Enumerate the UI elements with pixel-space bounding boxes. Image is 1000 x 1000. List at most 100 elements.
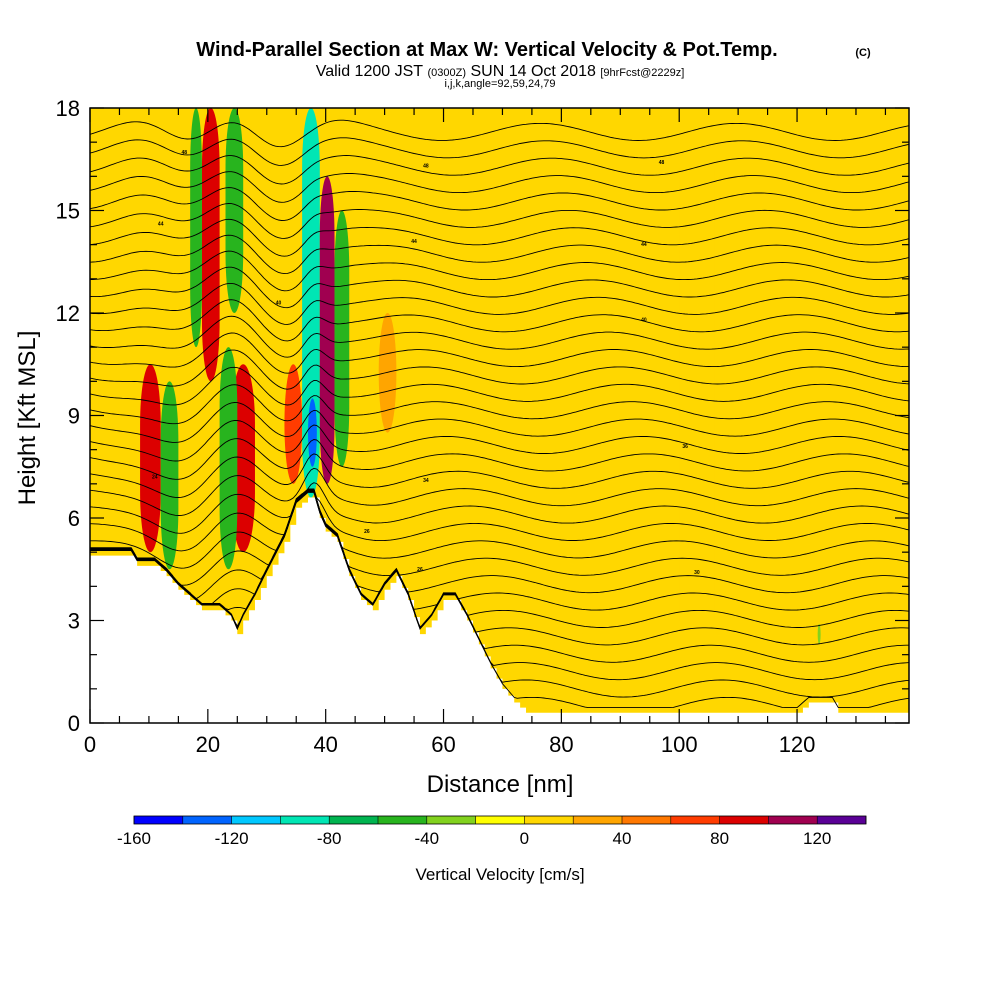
y-tick-label: 0 <box>68 711 80 736</box>
x-tick-label: 60 <box>431 732 455 757</box>
theta-contour <box>90 299 909 342</box>
theta-contour <box>90 332 909 374</box>
colorbar-segment <box>670 816 720 824</box>
colorbar-tick-label: -160 <box>117 829 151 848</box>
colorbar-segment <box>231 816 281 824</box>
contour-label: 40 <box>641 317 647 323</box>
velocity-band <box>284 364 303 484</box>
colorbar-segment <box>719 816 769 824</box>
y-axis-title: Height [Kft MSL] <box>14 331 41 506</box>
velocity-band <box>219 347 238 570</box>
contour-label: 26 <box>364 529 370 535</box>
x-tick-label: 20 <box>196 732 220 757</box>
forecast-info: [9hrFcst@2229z] <box>600 67 684 79</box>
theta-contour <box>90 315 909 358</box>
theta-contour <box>90 234 909 275</box>
theta-contour <box>90 349 909 390</box>
theta-contour <box>90 250 909 292</box>
y-tick-label: 15 <box>56 199 80 224</box>
colorbar-segment <box>817 816 866 824</box>
colorbar-segment <box>768 816 818 824</box>
colorbar-tick-label: 120 <box>803 829 831 848</box>
colorbar-segment <box>573 816 622 824</box>
velocity-band <box>526 620 909 713</box>
theta-contour <box>90 218 909 257</box>
theta-contour <box>90 187 909 221</box>
x-axis-title: Distance [nm] <box>427 771 574 798</box>
grid-info: i,j,k,angle=92,59,24,79 <box>444 78 555 90</box>
velocity-band <box>334 210 350 467</box>
colorbar-tick-label: 80 <box>710 829 729 848</box>
contour-label: 30 <box>694 570 700 576</box>
colorbar-segment <box>378 816 427 824</box>
y-tick-label: 12 <box>56 301 80 326</box>
theta-contour <box>90 203 909 239</box>
contour-label: 34 <box>423 478 429 484</box>
theta-contour <box>90 488 909 569</box>
theta-contour <box>90 384 909 425</box>
theta-contour <box>90 489 909 586</box>
theta-contour <box>90 482 909 534</box>
colorbar-tick-label: 40 <box>613 829 632 848</box>
contour-label: 24 <box>152 475 158 481</box>
colorbar: -160 -120 -80 -40 0 40 80 120 <box>117 815 867 848</box>
theta-contour <box>90 489 909 611</box>
velocity-band <box>608 108 680 723</box>
theta-contour <box>90 467 909 516</box>
valid-date: SUN 14 Oct 2018 <box>470 63 596 80</box>
velocity-band <box>308 398 317 467</box>
colorbar-tick-label: -80 <box>317 829 342 848</box>
colorbar-tick-label: -40 <box>415 829 440 848</box>
velocity-band <box>225 108 244 313</box>
colorbar-segment <box>182 816 232 824</box>
contour-labels: 24 26 26 30 34 36 40 40 44 44 44 48 48 48 <box>152 150 700 576</box>
contour-label: 48 <box>423 164 429 170</box>
terrain <box>90 497 909 723</box>
theta-contour <box>90 155 909 185</box>
colorbar-segment <box>329 816 378 824</box>
theta-contour <box>90 489 909 600</box>
theta-contour <box>90 453 909 498</box>
contour-label: 44 <box>411 239 417 245</box>
plot-area: 24 26 26 30 34 36 40 40 44 44 44 48 48 48 <box>90 108 909 723</box>
potential-temperature-contours <box>90 119 909 709</box>
velocity-band <box>201 108 220 382</box>
theta-contour <box>90 438 909 480</box>
colorbar-title: Vertical Velocity [cm/s] <box>415 865 584 884</box>
theta-contour <box>90 119 909 148</box>
y-tick-label: 18 <box>56 96 80 121</box>
colorbar-segment <box>134 816 183 824</box>
theta-contour <box>90 490 909 628</box>
copyright-mark: (C) <box>855 47 871 59</box>
theta-contour <box>90 366 909 406</box>
chart-title: Wind-Parallel Section at Max W: Vertical… <box>196 39 777 61</box>
colorbar-segment <box>280 816 330 824</box>
contour-label: 44 <box>158 222 164 228</box>
velocity-band <box>514 108 585 621</box>
x-tick-label: 120 <box>779 732 816 757</box>
colorbar-segment <box>524 816 574 824</box>
contour-label: 48 <box>181 150 187 156</box>
theta-contour <box>90 137 909 166</box>
contour-label: 48 <box>659 160 665 166</box>
theta-contour <box>90 282 909 325</box>
x-tick-label: 100 <box>661 732 698 757</box>
theta-contour <box>90 402 909 443</box>
valid-utc: (0300Z) <box>428 67 467 79</box>
x-tick-label: 0 <box>84 732 96 757</box>
y-tick-label: 6 <box>68 506 80 531</box>
valid-time-line: Valid 1200 JST (0300Z) SUN 14 Oct 2018 [… <box>316 63 685 80</box>
velocity-band <box>817 623 821 645</box>
colorbar-segment <box>475 816 525 824</box>
velocity-band <box>140 364 161 553</box>
colorbar-tick-label: 0 <box>520 829 529 848</box>
velocity-band <box>319 176 335 484</box>
x-tick-label: 80 <box>549 732 573 757</box>
colorbar-segment <box>622 816 671 824</box>
theta-contour <box>90 266 909 309</box>
colorbar-segment <box>426 816 476 824</box>
velocity-band <box>160 381 179 570</box>
y-tick-label: 9 <box>68 404 80 429</box>
